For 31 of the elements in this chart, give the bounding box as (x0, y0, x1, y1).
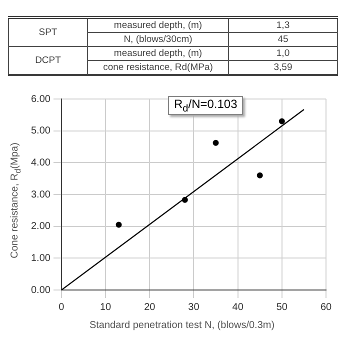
text: N, (blows/30cm) (88, 32, 228, 46)
point (256, 172, 263, 178)
x-tick-label: 60 (320, 302, 332, 313)
y-tick-label: 5.00 (30, 126, 51, 137)
text: 1,3 (228, 18, 338, 32)
point (212, 140, 219, 146)
x-tick-label: 50 (276, 302, 288, 313)
text: measured depth, (m) (88, 46, 228, 60)
x-axis-title: Standard penetration test N, (blows/0.3m) (88, 320, 276, 331)
text: DCPT (8, 46, 88, 75)
y-tick-label: 4.00 (30, 157, 51, 168)
y-tick-label: 0.00 (30, 284, 51, 296)
text: SPT (8, 18, 88, 46)
text: 1,0 (228, 46, 338, 60)
text: cone resistance, Rd(MPa) (88, 60, 228, 75)
annotation: R$_{d}$/N=0.103 (168, 96, 244, 116)
point (182, 196, 188, 203)
x-tick-label: 20 (144, 302, 156, 313)
x-tick-label: 40 (232, 302, 244, 313)
y-tick-label: 2.00 (30, 221, 51, 232)
y-tick-label: 3.00 (30, 189, 51, 200)
point (116, 222, 122, 228)
y-tick-label: 1.00 (30, 252, 51, 264)
x-tick-label: 0 (58, 302, 65, 313)
x-tick-label: 10 (100, 302, 112, 313)
text: 3,59 (228, 60, 338, 75)
y-tick-label: 6.00 (30, 94, 51, 105)
x-tick-label: 30 (188, 302, 200, 313)
point (278, 118, 285, 124)
text: 45 (228, 32, 338, 46)
text: measured depth, (m) (88, 18, 228, 32)
